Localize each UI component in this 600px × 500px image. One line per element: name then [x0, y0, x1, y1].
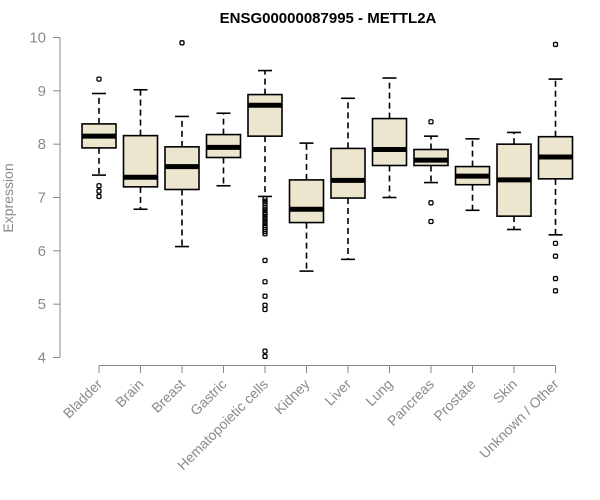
x-tick-label: Kidney	[271, 376, 313, 418]
outlier-point	[262, 231, 268, 237]
y-axis-label: Expression	[0, 163, 16, 232]
x-tick-label: Liver	[321, 376, 354, 409]
outlier-point	[179, 40, 185, 46]
y-tick-label: 6	[38, 243, 46, 260]
outlier-point	[552, 275, 559, 282]
x-tick-label: Breast	[148, 376, 188, 416]
box-brain	[122, 88, 159, 211]
outlier-point	[96, 76, 102, 82]
outlier-point	[262, 201, 268, 207]
box-hematopoietic-cells	[247, 69, 283, 360]
y-tick-label: 5	[38, 296, 46, 313]
outlier-point	[96, 188, 102, 194]
box-pancreas	[413, 119, 449, 225]
y-tick-label: 10	[29, 30, 46, 47]
outlier-point	[96, 193, 102, 200]
box-skin	[496, 131, 532, 231]
box-unknown-other	[537, 41, 574, 294]
outlier-point	[552, 253, 559, 259]
x-tick-label: Skin	[490, 376, 521, 407]
outlier-point	[428, 119, 434, 125]
outlier-point	[428, 218, 434, 225]
outlier-point	[262, 348, 268, 354]
iqr-box	[413, 148, 449, 167]
x-tick-label: Bladder	[60, 376, 106, 422]
box-prostate	[454, 138, 491, 212]
outlier-point	[262, 279, 268, 285]
box-gastric	[205, 112, 242, 187]
x-tick-label: Unknown / Other	[476, 376, 562, 462]
outlier-point	[552, 288, 559, 294]
box-lung	[371, 77, 408, 199]
outlier-point	[552, 41, 559, 48]
iqr-box	[288, 179, 325, 224]
iqr-box	[330, 147, 366, 199]
x-tick-label: Prostate	[430, 376, 478, 424]
outlier-point	[262, 198, 268, 204]
y-axis: 4 5 6 7 8 9 10	[29, 30, 61, 367]
outlier-point	[96, 183, 102, 189]
y-tick-label: 7	[38, 190, 46, 207]
outlier-point	[262, 306, 268, 313]
outlier-point	[262, 219, 268, 226]
box-series	[81, 40, 574, 360]
outlier-point	[262, 195, 268, 202]
outlier-point	[262, 353, 268, 360]
y-tick-label: 4	[38, 350, 46, 367]
y-tick-label: 8	[38, 136, 46, 153]
box-bladder	[81, 76, 117, 200]
outlier-point	[262, 257, 268, 264]
outlier-point	[262, 302, 268, 308]
box-liver	[330, 97, 366, 261]
y-tick-label: 9	[38, 83, 46, 100]
outlier-point	[552, 240, 559, 247]
iqr-box	[371, 117, 408, 167]
iqr-box	[247, 93, 283, 137]
outlier-point	[262, 214, 268, 220]
outlier-point	[262, 217, 268, 223]
outlier-point	[262, 207, 268, 213]
outlier-point	[428, 200, 434, 206]
outlier-point	[262, 211, 268, 218]
outlier-point	[262, 293, 268, 299]
chart-title: ENSG00000087995 - METTL2A	[220, 10, 437, 27]
x-tick-label: Lung	[362, 376, 395, 409]
box-kidney	[288, 142, 325, 272]
outlier-point	[262, 204, 268, 210]
x-tick-label: Brain	[112, 376, 146, 410]
box-breast	[164, 40, 200, 248]
